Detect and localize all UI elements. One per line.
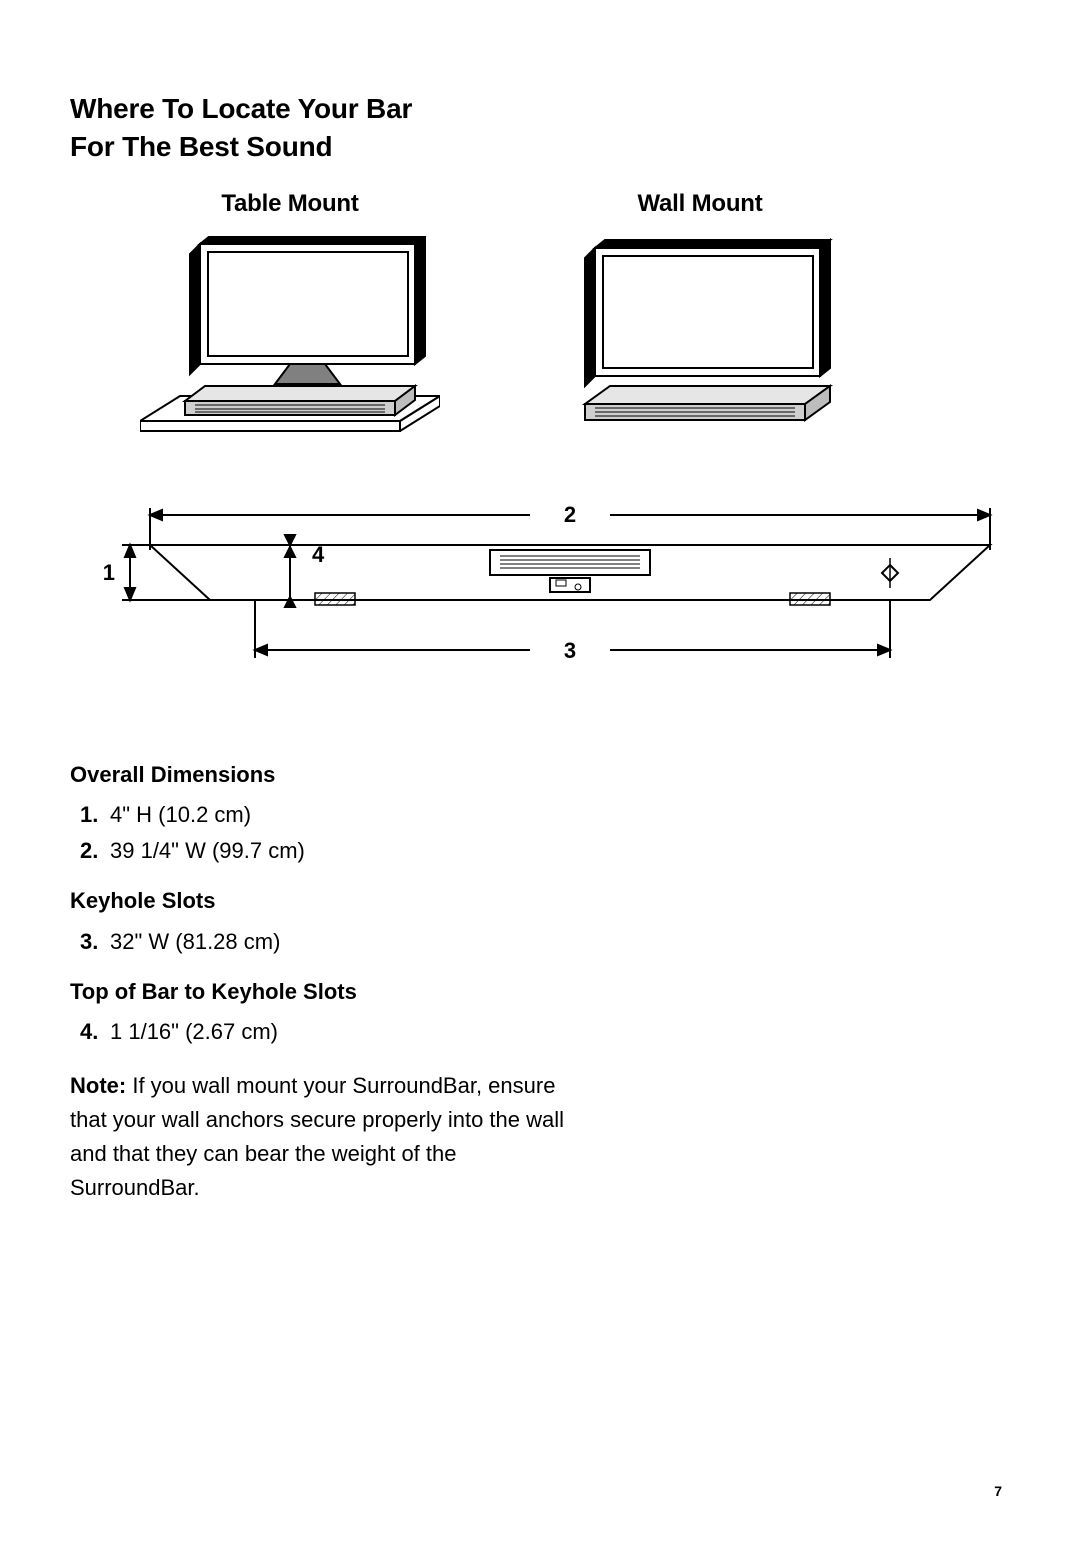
callout-1: 1 [103, 560, 115, 585]
title-line-1: Where To Locate Your Bar [70, 93, 412, 124]
spec-item: 4. 1 1/16" (2.67 cm) [80, 1014, 1010, 1050]
dimensions-diagram: 2 [60, 490, 1010, 685]
callout-4: 4 [312, 542, 325, 567]
spec-text: 1 1/16" (2.67 cm) [110, 1014, 278, 1050]
mount-illustrations-row: Table Mount [140, 190, 1010, 446]
table-mount-column: Table Mount [140, 190, 440, 446]
overall-dimensions-heading: Overall Dimensions [70, 757, 1010, 793]
spec-item: 3. 32" W (81.28 cm) [80, 924, 1010, 960]
keyhole-slots-heading: Keyhole Slots [70, 883, 1010, 919]
spec-number: 4. [80, 1014, 104, 1050]
page-number: 7 [994, 1483, 1002, 1499]
spec-item: 2. 39 1/4" W (99.7 cm) [80, 833, 1010, 869]
top-to-keyhole-heading: Top of Bar to Keyhole Slots [70, 974, 1010, 1010]
spec-number: 3. [80, 924, 104, 960]
spec-text: 4" H (10.2 cm) [110, 797, 251, 833]
table-mount-heading: Table Mount [221, 190, 358, 218]
page-title: Where To Locate Your Bar For The Best So… [70, 90, 1010, 166]
specifications: Overall Dimensions 1. 4" H (10.2 cm) 2. … [70, 757, 1010, 1205]
callout-3: 3 [564, 638, 576, 663]
page: Where To Locate Your Bar For The Best So… [0, 0, 1080, 1555]
table-mount-illustration [140, 236, 440, 446]
note-label: Note: [70, 1073, 126, 1098]
spec-number: 1. [80, 797, 104, 833]
wall-mount-illustration [550, 236, 850, 446]
spec-text: 32" W (81.28 cm) [110, 924, 280, 960]
note-text: If you wall mount your SurroundBar, ensu… [70, 1073, 564, 1200]
spec-text: 39 1/4" W (99.7 cm) [110, 833, 305, 869]
callout-2: 2 [564, 502, 576, 527]
note-paragraph: Note: If you wall mount your SurroundBar… [70, 1069, 590, 1205]
spec-number: 2. [80, 833, 104, 869]
wall-mount-column: Wall Mount [550, 190, 850, 446]
spec-item: 1. 4" H (10.2 cm) [80, 797, 1010, 833]
title-line-2: For The Best Sound [70, 131, 332, 162]
wall-mount-heading: Wall Mount [637, 190, 762, 218]
